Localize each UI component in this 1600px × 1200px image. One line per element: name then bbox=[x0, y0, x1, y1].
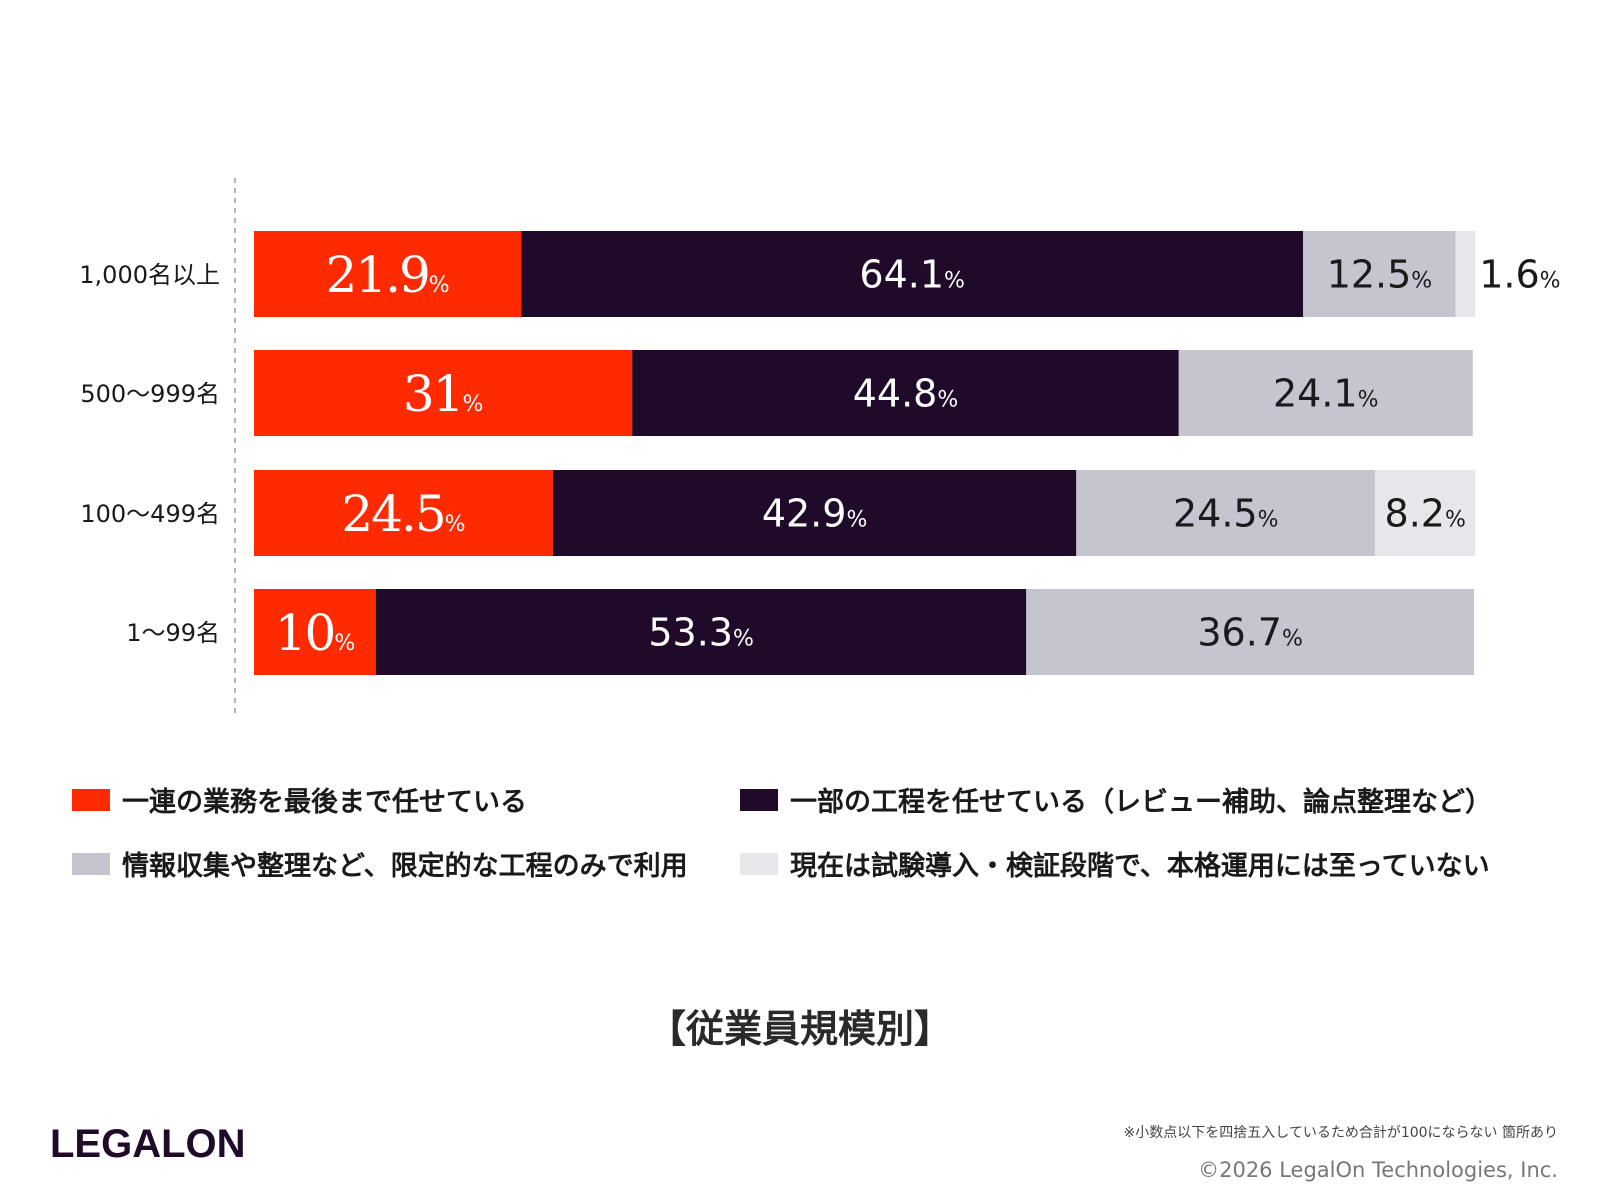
bar-segment bbox=[521, 231, 1304, 317]
category-label: 1～99名 bbox=[126, 619, 220, 647]
data-label-unit: % bbox=[1358, 388, 1379, 413]
legend-label: 一部の工程を任せている（レビュー補助、論点整理など） bbox=[790, 787, 1492, 818]
legend-label: 一連の業務を最後まで任せている bbox=[122, 787, 527, 818]
legend-swatch bbox=[72, 788, 110, 811]
data-label: 24.5% bbox=[1173, 492, 1279, 536]
category-label: 1,000名以上 bbox=[79, 261, 220, 289]
bar-segment bbox=[1303, 231, 1456, 317]
data-label-unit: % bbox=[944, 269, 965, 294]
legend-item-trial-stage: 現在は試験導入・検証段階で、本格運用には至っていない bbox=[740, 844, 1490, 883]
bar-segment bbox=[1375, 470, 1476, 556]
data-label-unit: % bbox=[733, 627, 754, 652]
bar-segment bbox=[1026, 589, 1474, 675]
bar-segment bbox=[376, 589, 1027, 675]
legend-item-partial-task: 一部の工程を任せている（レビュー補助、論点整理など） bbox=[740, 780, 1492, 819]
bar-segment bbox=[1076, 470, 1376, 556]
bar-segment bbox=[254, 470, 553, 556]
data-label-unit: % bbox=[429, 273, 450, 298]
data-label-unit: % bbox=[445, 512, 466, 537]
legalon-logo: LEGALON bbox=[50, 1122, 246, 1166]
legend-item-limited-use: 情報収集や整理など、限定的な工程のみで利用 bbox=[72, 844, 688, 883]
bar-segment bbox=[254, 350, 633, 436]
data-label-unit: % bbox=[1258, 508, 1279, 533]
bar-segment bbox=[1178, 350, 1473, 436]
data-label-unit: % bbox=[846, 508, 867, 533]
chart-caption: 【従業員規模別】 bbox=[647, 1007, 952, 1051]
rounding-footnote: ※小数点以下を四捨五入しているため合計が100にならない 箇所あり bbox=[1123, 1125, 1558, 1141]
legend-item-full-task: 一連の業務を最後まで任せている bbox=[72, 780, 527, 819]
data-label-unit: % bbox=[334, 631, 355, 656]
legend-swatch bbox=[740, 788, 778, 811]
bar-segment bbox=[632, 350, 1179, 436]
stacked-bar-chart: 1,000名以上 21.9% 64.1% 12.5% 1.6%500～999名 31% 44… bbox=[79, 178, 1561, 718]
legend-label: 現在は試験導入・検証段階で、本格運用には至っていない bbox=[790, 851, 1490, 882]
copyright: ©2026 LegalOn Technologies, Inc. bbox=[1198, 1158, 1558, 1182]
data-label-unit: % bbox=[1411, 269, 1432, 294]
data-label-unit: % bbox=[1540, 269, 1561, 294]
bar-segment bbox=[552, 470, 1077, 556]
bar-segment bbox=[254, 589, 376, 675]
bar-segment bbox=[254, 231, 522, 317]
category-label: 100～499名 bbox=[80, 500, 220, 528]
bar-segment bbox=[1455, 231, 1476, 317]
data-label-unit: % bbox=[462, 392, 483, 417]
legend-label: 情報収集や整理など、限定的な工程のみで利用 bbox=[122, 851, 688, 882]
category-label: 500～999名 bbox=[80, 380, 220, 408]
legend-swatch bbox=[740, 852, 778, 875]
data-label-unit: % bbox=[937, 388, 958, 413]
legend-swatch bbox=[72, 852, 110, 875]
data-label-unit: % bbox=[1445, 508, 1466, 533]
data-label-unit: % bbox=[1282, 627, 1303, 652]
data-label: 1.6% bbox=[1479, 253, 1560, 297]
